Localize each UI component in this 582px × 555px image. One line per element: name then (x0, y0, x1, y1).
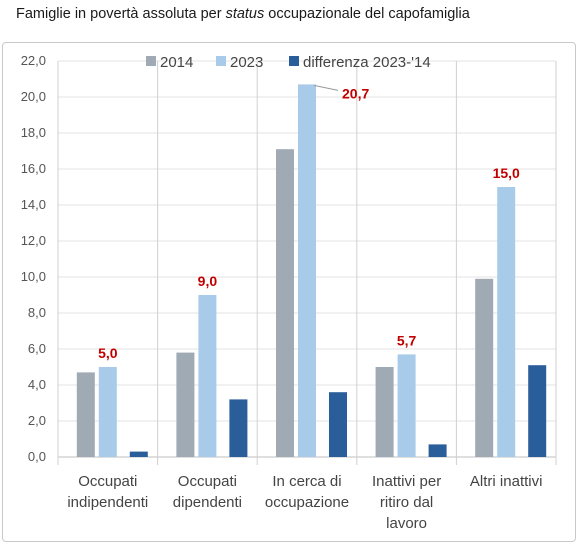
chart-title: Famiglie in povertà assoluta per status … (16, 6, 470, 22)
legend: 2014 2023 differenza 2023-'14 (146, 54, 431, 71)
y-tick-label: 18,0 (21, 125, 46, 140)
bar-2023 (198, 295, 217, 457)
category-label: Occupati (178, 473, 237, 490)
legend-swatch (289, 56, 299, 66)
y-tick-label: 20,0 (21, 89, 46, 104)
data-label: 5,7 (397, 332, 417, 348)
bar-2023 (497, 187, 516, 457)
bar-differenza-2023-14 (329, 392, 347, 457)
bar-differenza-2023-14 (528, 365, 547, 457)
category-label: occupazione (265, 494, 349, 511)
y-tick-label: 22,0 (21, 53, 46, 68)
bar-differenza-2023-14 (229, 399, 248, 457)
bar-2014 (176, 352, 195, 457)
category-label: indipendenti (67, 494, 148, 511)
legend-label: 2014 (160, 54, 193, 71)
category-label: In cerca di (272, 473, 341, 490)
data-label: 20,7 (342, 85, 369, 101)
y-tick-label: 2,0 (28, 413, 46, 428)
bar-2014 (76, 372, 95, 457)
y-tick-label: 16,0 (21, 161, 46, 176)
bar-2023 (98, 367, 117, 457)
data-label: 15,0 (493, 165, 520, 181)
bar-differenza-2023-14 (428, 444, 447, 457)
bars (76, 84, 547, 458)
y-tick-label: 14,0 (21, 197, 46, 212)
category-label: ritiro dal (380, 494, 433, 511)
y-tick-label: 4,0 (28, 377, 46, 392)
category-label: Occupati (78, 473, 137, 490)
bar-2014 (276, 149, 294, 457)
data-label: 9,0 (198, 273, 218, 289)
category-label: Altri inattivi (470, 473, 543, 490)
legend-label: differenza 2023-'14 (303, 54, 431, 71)
category-label: lavoro (386, 515, 427, 532)
legend-swatch (146, 56, 156, 66)
category-label: dipendenti (173, 494, 242, 511)
bar-2023 (397, 354, 416, 457)
y-tick-label: 8,0 (28, 305, 46, 320)
bar-differenza-2023-14 (129, 451, 148, 457)
y-tick-label: 10,0 (21, 269, 46, 284)
chart-frame (2, 42, 576, 542)
bar-2014 (375, 367, 394, 457)
legend-label: 2023 (230, 54, 263, 71)
legend-swatch (216, 56, 226, 66)
x-axis-categories: Occupati indipendenti Occupati dipendenti In… (67, 473, 542, 532)
y-axis-ticks: 0,0 2,0 4,0 6,0 8,0 10,0 12,0 14,0 16,0 18,0 20,0 2… (21, 53, 46, 464)
y-tick-label: 12,0 (21, 233, 46, 248)
data-label: 5,0 (98, 345, 118, 361)
y-tick-label: 6,0 (28, 341, 46, 356)
data-labels: 5,0 9,0 20,7 5,7 15,0 (98, 84, 520, 361)
category-label: Inattivi per (372, 473, 441, 490)
leader-line (313, 84, 339, 91)
bar-2014 (475, 278, 494, 457)
y-tick-label: 0,0 (28, 449, 46, 464)
bar-2023 (298, 84, 316, 458)
